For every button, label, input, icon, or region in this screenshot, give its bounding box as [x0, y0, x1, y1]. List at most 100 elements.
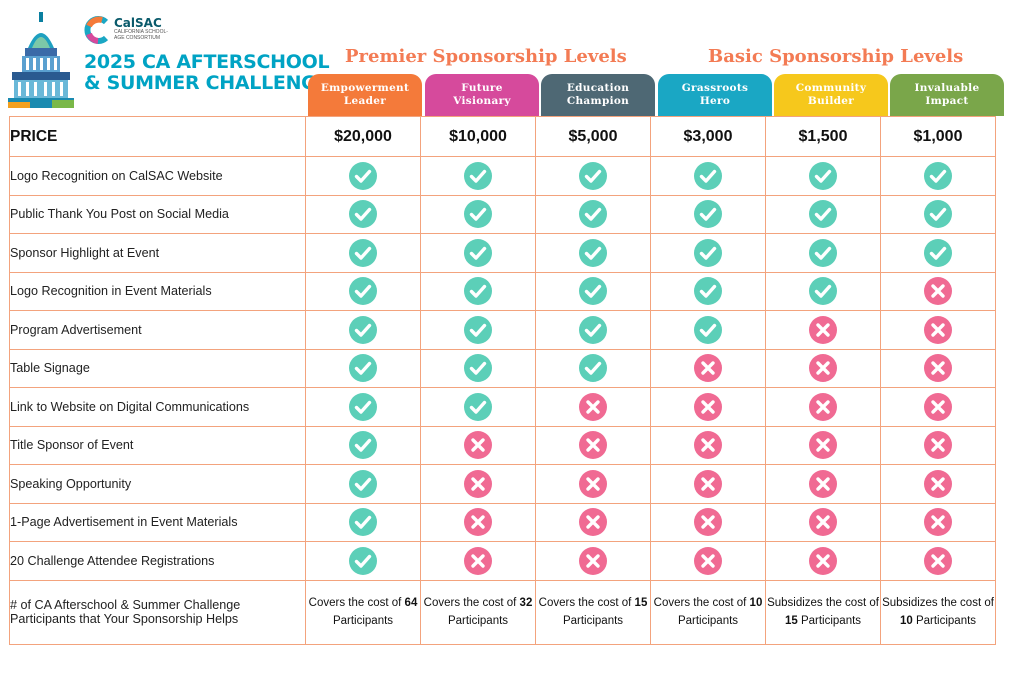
- cross-icon: [808, 315, 838, 345]
- cross-icon: [923, 507, 953, 537]
- check-icon: [348, 353, 378, 383]
- premier-levels-heading: Premier Sponsorship Levels: [345, 46, 627, 67]
- cross-icon: [693, 507, 723, 537]
- check-icon: [348, 161, 378, 191]
- feature-cell: [305, 310, 421, 350]
- feature-cell: [765, 271, 881, 311]
- check-icon: [348, 546, 378, 576]
- check-icon: [348, 469, 378, 499]
- feature-row: Speaking Opportunity: [9, 464, 996, 504]
- feature-cell: [650, 310, 766, 350]
- feature-cell: [305, 233, 421, 273]
- capitol-building-icon: [8, 12, 74, 108]
- feature-cell: [765, 310, 881, 350]
- calsac-name: CalSAC: [114, 16, 162, 30]
- feature-label: Sponsor Highlight at Event: [9, 233, 306, 273]
- feature-cell: [420, 348, 536, 388]
- participants-cell: Subsidizes the cost of 15 Participants: [765, 579, 881, 645]
- feature-cell: [880, 541, 996, 581]
- feature-cell: [305, 387, 421, 427]
- feature-cell: [305, 464, 421, 504]
- feature-cell: [765, 425, 881, 465]
- feature-cell: [535, 233, 651, 273]
- feature-cell: [765, 502, 881, 542]
- feature-cell: [765, 464, 881, 504]
- cross-icon: [578, 546, 608, 576]
- feature-row: Table Signage: [9, 348, 996, 388]
- cross-icon: [808, 353, 838, 383]
- cross-icon: [463, 507, 493, 537]
- check-icon: [348, 507, 378, 537]
- check-icon: [578, 315, 608, 345]
- feature-cell: [420, 425, 536, 465]
- feature-cell: [650, 425, 766, 465]
- feature-row: Link to Website on Digital Communication…: [9, 387, 996, 427]
- feature-row: Title Sponsor of Event: [9, 425, 996, 465]
- feature-cell: [420, 271, 536, 311]
- feature-cell: [880, 310, 996, 350]
- tier-tab-future-visionary: Future Visionary: [425, 74, 539, 116]
- price-value: $1,000: [880, 116, 996, 157]
- feature-cell: [880, 156, 996, 196]
- check-icon: [463, 199, 493, 229]
- event-title: 2025 CA AFTERSCHOOL & SUMMER CHALLENGE: [84, 52, 330, 94]
- feature-cell: [650, 156, 766, 196]
- feature-cell: [420, 233, 536, 273]
- cross-icon: [578, 392, 608, 422]
- feature-label: Public Thank You Post on Social Media: [9, 194, 306, 234]
- feature-cell: [650, 194, 766, 234]
- feature-cell: [420, 194, 536, 234]
- feature-label: 1-Page Advertisement in Event Materials: [9, 502, 306, 542]
- cross-icon: [693, 430, 723, 460]
- feature-label: Table Signage: [9, 348, 306, 388]
- feature-row: Program Advertisement: [9, 310, 996, 350]
- participants-cell: Covers the cost of 64 Participants: [305, 579, 421, 645]
- check-icon: [463, 238, 493, 268]
- feature-cell: [535, 156, 651, 196]
- participants-cell: Covers the cost of 10 Participants: [650, 579, 766, 645]
- cross-icon: [578, 469, 608, 499]
- price-value: $1,500: [765, 116, 881, 157]
- check-icon: [578, 161, 608, 191]
- feature-cell: [420, 387, 536, 427]
- price-value: $10,000: [420, 116, 536, 157]
- feature-cell: [420, 464, 536, 504]
- feature-cell: [305, 348, 421, 388]
- cross-icon: [808, 392, 838, 422]
- feature-row: Logo Recognition on CalSAC Website: [9, 156, 996, 196]
- cross-icon: [463, 546, 493, 576]
- feature-cell: [650, 233, 766, 273]
- tier-tab-education-champion: Education Champion: [541, 74, 655, 116]
- check-icon: [693, 315, 723, 345]
- tier-tab-empowerment-leader: Empowerment Leader: [308, 74, 422, 116]
- check-icon: [693, 276, 723, 306]
- check-icon: [348, 238, 378, 268]
- cross-icon: [923, 469, 953, 499]
- feature-cell: [535, 194, 651, 234]
- feature-cell: [535, 271, 651, 311]
- cross-icon: [693, 353, 723, 383]
- feature-cell: [535, 425, 651, 465]
- feature-cell: [765, 233, 881, 273]
- feature-cell: [535, 464, 651, 504]
- tier-tab-grassroots-hero: Grassroots Hero: [658, 74, 772, 116]
- check-icon: [348, 199, 378, 229]
- feature-cell: [305, 541, 421, 581]
- feature-cell: [420, 541, 536, 581]
- feature-cell: [305, 156, 421, 196]
- check-icon: [578, 353, 608, 383]
- check-icon: [348, 392, 378, 422]
- participants-row: # of CA Afterschool & Summer Challenge Pa…: [9, 579, 996, 645]
- feature-cell: [420, 502, 536, 542]
- feature-cell: [650, 541, 766, 581]
- check-icon: [693, 161, 723, 191]
- feature-cell: [765, 194, 881, 234]
- feature-label: Program Advertisement: [9, 310, 306, 350]
- feature-cell: [305, 271, 421, 311]
- feature-cell: [650, 348, 766, 388]
- tier-tab-community-builder: Community Builder: [774, 74, 888, 116]
- feature-cell: [880, 194, 996, 234]
- cross-icon: [923, 430, 953, 460]
- feature-cell: [650, 464, 766, 504]
- tier-tab-invaluable-impact: Invaluable Impact: [890, 74, 1004, 116]
